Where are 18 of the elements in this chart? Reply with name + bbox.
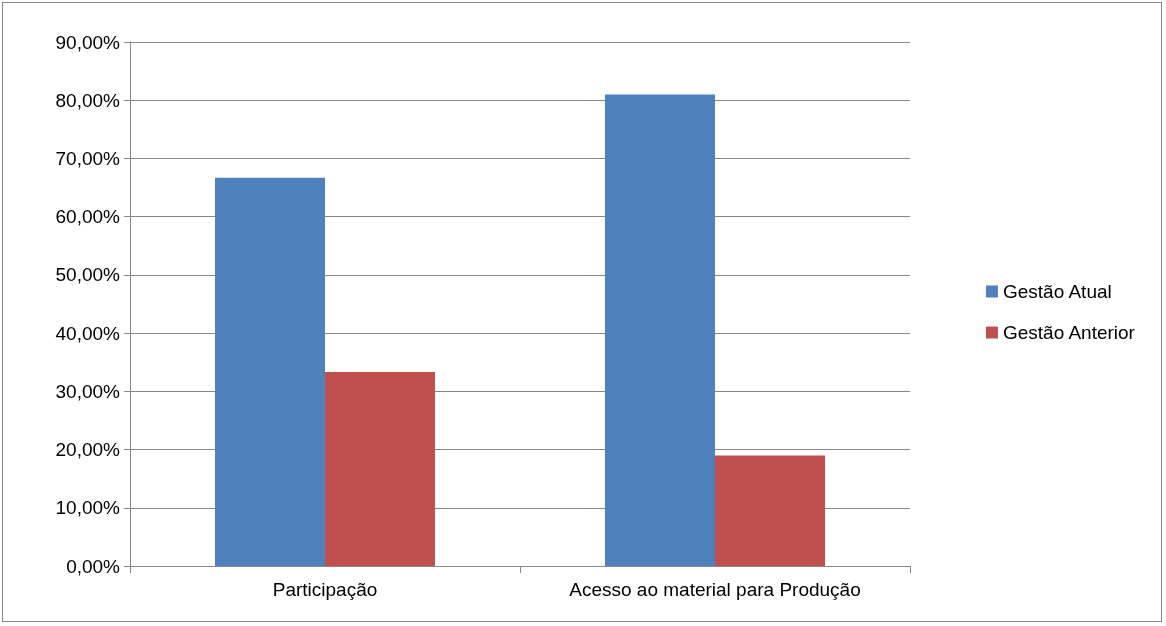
y-tick-label: 0,00%	[66, 555, 121, 577]
bar	[215, 177, 325, 566]
bar	[325, 372, 435, 566]
x-tick-label: Acesso ao material para Produção	[569, 579, 861, 600]
x-tick-label: Participação	[272, 579, 378, 600]
y-tick-label: 90,00%	[55, 31, 121, 53]
bar	[605, 94, 715, 566]
y-tick-label: 80,00%	[55, 89, 121, 111]
y-tick-label: 50,00%	[55, 264, 121, 286]
y-tick-label: 30,00%	[55, 380, 121, 402]
legend-label: Gestão Anterior	[1002, 322, 1136, 343]
y-tick-label: 40,00%	[55, 322, 121, 344]
y-tick-label: 60,00%	[55, 206, 121, 228]
y-tick-label: 10,00%	[55, 497, 121, 519]
bar	[715, 455, 825, 566]
y-tick-label: 20,00%	[55, 439, 121, 461]
legend-label: Gestão Atual	[1002, 281, 1112, 302]
y-tick-label: 70,00%	[55, 147, 121, 169]
